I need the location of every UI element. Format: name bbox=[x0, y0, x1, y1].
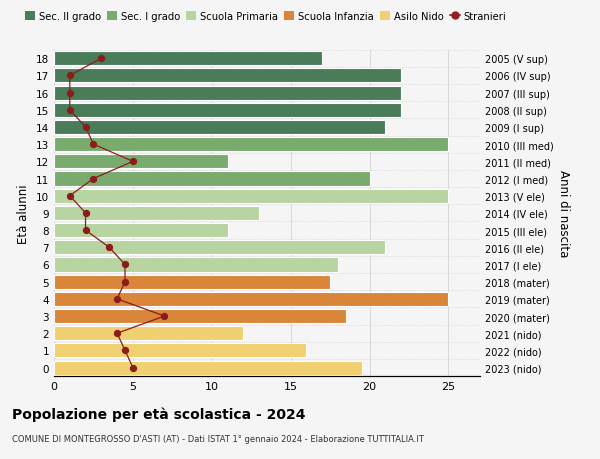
Bar bbox=[54, 121, 385, 134]
Point bbox=[65, 90, 74, 97]
Point bbox=[120, 347, 130, 354]
Point bbox=[65, 107, 74, 114]
Point bbox=[65, 73, 74, 80]
Bar bbox=[54, 241, 385, 255]
Point bbox=[89, 141, 98, 149]
Bar bbox=[54, 86, 401, 101]
Point bbox=[81, 227, 91, 234]
Bar bbox=[54, 309, 346, 324]
Text: COMUNE DI MONTEGROSSO D'ASTI (AT) - Dati ISTAT 1° gennaio 2024 - Elaborazione TU: COMUNE DI MONTEGROSSO D'ASTI (AT) - Dati… bbox=[12, 434, 424, 443]
Point bbox=[160, 313, 169, 320]
Bar bbox=[54, 361, 362, 375]
Bar bbox=[54, 344, 307, 358]
Point bbox=[65, 193, 74, 200]
Point bbox=[128, 364, 137, 371]
Point bbox=[81, 210, 91, 217]
Point bbox=[81, 124, 91, 131]
Y-axis label: Età alunni: Età alunni bbox=[17, 184, 31, 243]
Point bbox=[104, 244, 114, 252]
Bar bbox=[54, 326, 244, 341]
Bar bbox=[54, 52, 322, 66]
Bar bbox=[54, 258, 338, 272]
Legend: Sec. II grado, Sec. I grado, Scuola Primaria, Scuola Infanzia, Asilo Nido, Stran: Sec. II grado, Sec. I grado, Scuola Prim… bbox=[25, 11, 506, 22]
Point bbox=[128, 158, 137, 166]
Bar bbox=[54, 69, 401, 83]
Point bbox=[89, 175, 98, 183]
Bar bbox=[54, 207, 259, 220]
Bar bbox=[54, 172, 370, 186]
Bar bbox=[54, 138, 448, 152]
Text: Popolazione per età scolastica - 2024: Popolazione per età scolastica - 2024 bbox=[12, 406, 305, 421]
Bar bbox=[54, 224, 227, 238]
Point bbox=[120, 261, 130, 269]
Point bbox=[112, 330, 122, 337]
Bar bbox=[54, 292, 448, 306]
Point bbox=[120, 278, 130, 285]
Bar bbox=[54, 103, 401, 118]
Bar bbox=[54, 155, 227, 169]
Bar bbox=[54, 275, 330, 289]
Point bbox=[112, 296, 122, 303]
Point bbox=[97, 56, 106, 63]
Y-axis label: Anni di nascita: Anni di nascita bbox=[557, 170, 570, 257]
Bar bbox=[54, 189, 448, 203]
